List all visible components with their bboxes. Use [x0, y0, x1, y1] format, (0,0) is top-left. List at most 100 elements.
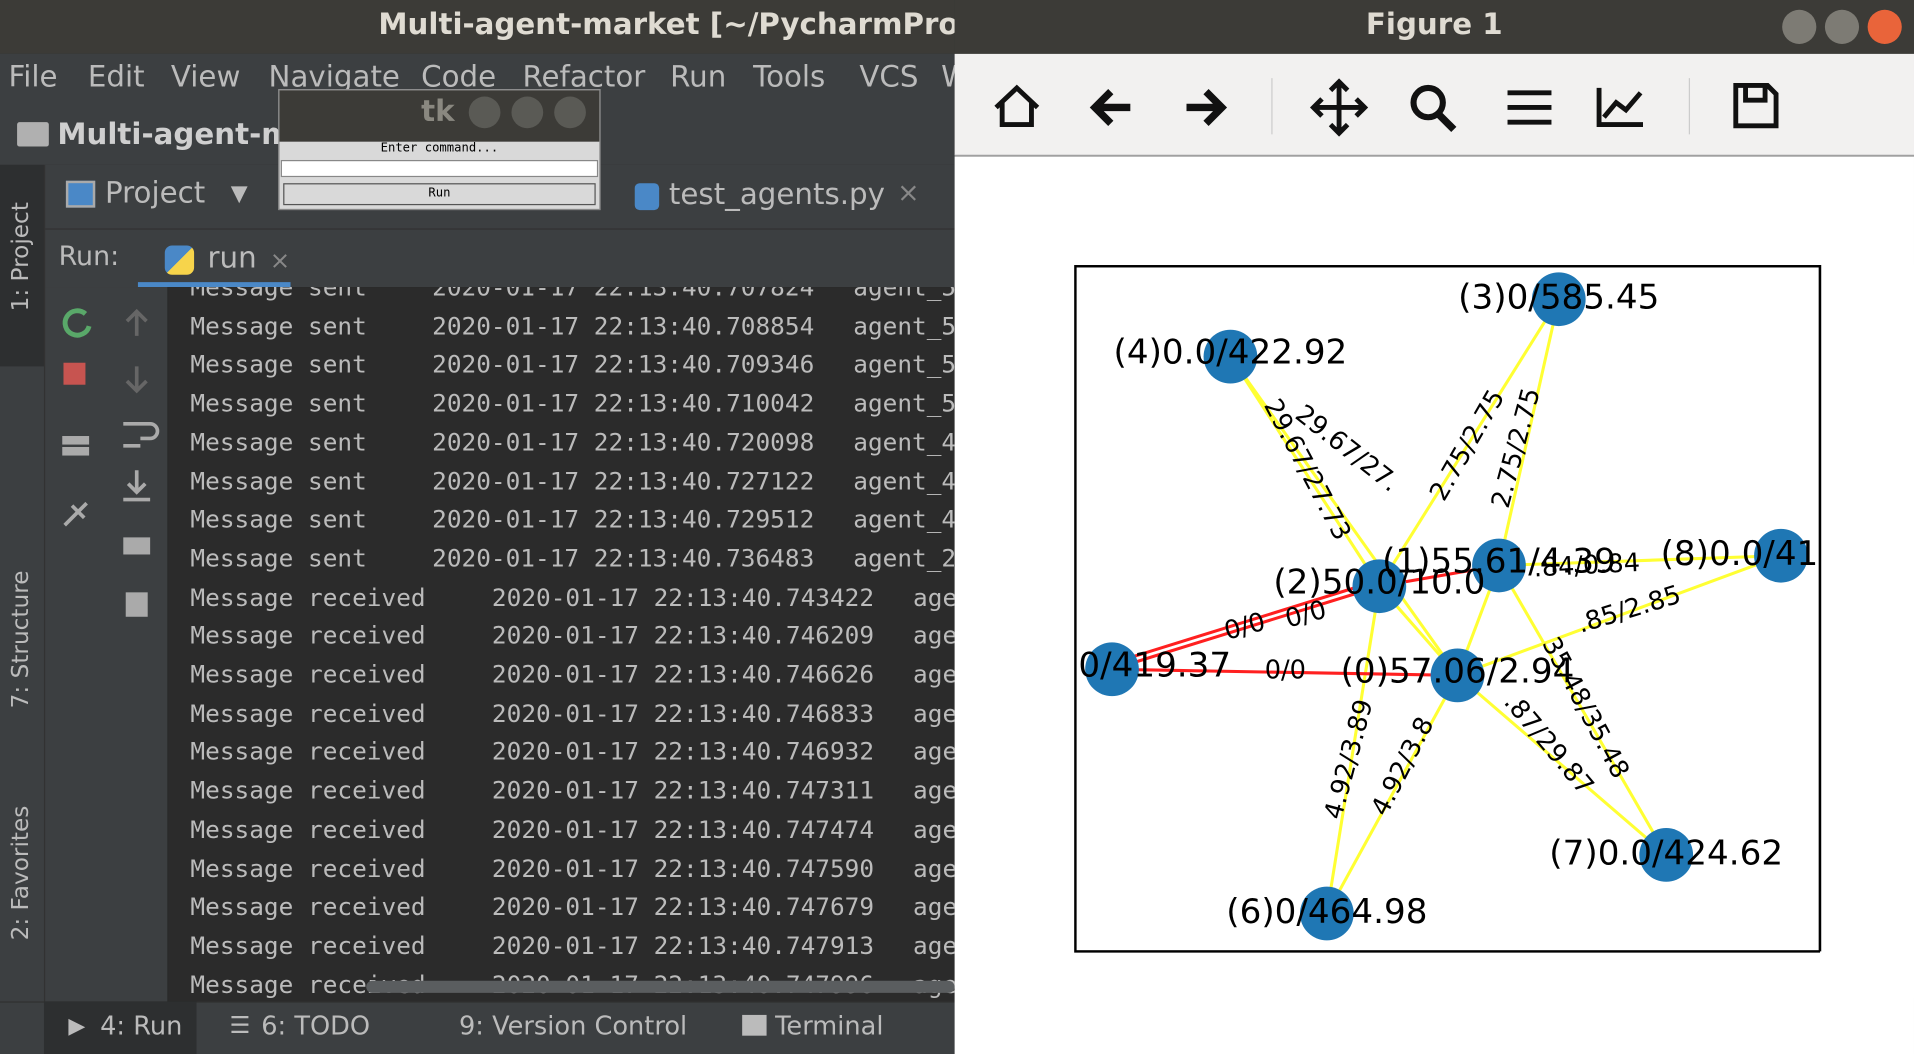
log-cell: agent_5 [853, 388, 955, 418]
menu-item[interactable]: VCS [859, 59, 919, 95]
log-cell: agent_4 [853, 465, 955, 496]
log-cell: Message received [190, 853, 426, 883]
side-tab[interactable]: 2: Favorites [7, 805, 35, 941]
log-cell: Message received [190, 775, 426, 805]
node-label: (6)0/464.98 [1226, 892, 1427, 932]
menu-item[interactable]: File [8, 59, 58, 95]
todo-icon: ☰ [229, 1012, 251, 1040]
scrollbar[interactable] [366, 980, 955, 993]
pin[interactable] [63, 501, 88, 527]
tk-entry[interactable] [280, 159, 599, 178]
node-label: (2)50.0/10.0 [1273, 562, 1485, 602]
log-cell: Message sent [190, 427, 367, 457]
rerun[interactable] [62, 308, 92, 338]
scroll-end[interactable] [123, 470, 151, 502]
nodes [1085, 272, 1808, 941]
forward[interactable] [1186, 89, 1228, 126]
log-cell: age [913, 930, 955, 960]
bottom-tab[interactable]: 4: Run [100, 1011, 183, 1041]
console: Message sent 2020-01-17 22:13:40.707824 ag… [168, 287, 955, 1002]
log-cell: agent_5 [853, 349, 955, 380]
edge-label: 0/0 [1265, 656, 1306, 686]
bottom-tab[interactable]: Terminal [775, 1011, 884, 1041]
node-label: (4)0.0/422.92 [1114, 333, 1348, 373]
print[interactable] [123, 537, 151, 555]
log-cell: 2020-01-17 22:13:40.746626 [491, 659, 875, 689]
log-cell: Message sent [190, 349, 367, 380]
log-cell: agent_4 [853, 427, 955, 457]
stop[interactable] [63, 362, 86, 385]
log-cell: 2020-01-17 22:13:40.746932 [491, 736, 875, 767]
menu-item[interactable]: View [170, 59, 241, 95]
log-cell: Message received [190, 814, 426, 844]
side-tab[interactable]: 7: Structure [7, 570, 35, 709]
bottom-tab[interactable]: 9: Version Control [458, 1011, 688, 1041]
minimize[interactable] [468, 96, 501, 129]
home[interactable] [994, 84, 1040, 128]
log-cell: age [913, 736, 955, 767]
run-tab[interactable]: run [207, 240, 257, 275]
ide-title: Multi-agent-market [~/PycharmProjec [378, 7, 1006, 42]
log-cell: 2020-01-17 22:13:40.708854 [432, 311, 815, 341]
log-cell: Message sent [190, 543, 367, 573]
node-label: (3)0/585.45 [1458, 278, 1659, 318]
close-tab[interactable]: × [897, 178, 920, 209]
log-cell: Message sent [190, 465, 367, 496]
node-label: 0/419.37 [1078, 645, 1231, 685]
run-tab-underline [137, 282, 291, 288]
log-cell: 2020-01-17 22:13:40.747913 [491, 930, 875, 960]
node-label: (7)0.0/424.62 [1549, 833, 1783, 873]
close[interactable] [1867, 9, 1902, 44]
log-cell: 2020-01-17 22:13:40.746833 [491, 698, 875, 728]
bottom-active [43, 1001, 197, 1054]
bottom-tab[interactable]: 6: TODO [261, 1011, 371, 1041]
log-cell: agent_4 [853, 504, 955, 534]
log-cell: age [913, 853, 955, 883]
configure[interactable] [1507, 90, 1552, 125]
side-tab[interactable]: 1: Project [7, 202, 35, 312]
log-cell: age [913, 582, 955, 612]
clear[interactable] [125, 592, 148, 617]
minimize[interactable] [1782, 9, 1817, 44]
menu-item[interactable]: Code [421, 59, 497, 95]
folder-icon [17, 122, 49, 147]
menu-item[interactable]: Run [670, 59, 727, 95]
breadcrumb[interactable]: Multi-agent-m [57, 117, 292, 152]
log-cell: agent_5 [853, 287, 955, 302]
wrap[interactable] [123, 421, 160, 448]
edit-axis[interactable] [1596, 87, 1644, 128]
project-tab[interactable]: Project [104, 175, 206, 211]
log-cell: 2020-01-17 22:13:40.746209 [491, 620, 875, 651]
back[interactable] [1089, 89, 1131, 126]
close[interactable] [554, 96, 586, 129]
run-tools [62, 308, 160, 617]
log-cell: 2020-01-17 22:13:40.736483 [432, 543, 815, 573]
tk-label: Enter command... [380, 141, 499, 156]
editor-tab[interactable]: test_agents.py [668, 177, 885, 212]
layout[interactable] [62, 436, 90, 445]
dropdown-arrow[interactable]: ▼ [230, 180, 248, 207]
scroll[interactable] [125, 308, 148, 394]
log-cell: 2020-01-17 22:13:40.709346 [432, 349, 815, 380]
log-cell: 2020-01-17 22:13:40.743422 [491, 582, 875, 612]
save[interactable] [1733, 83, 1779, 129]
pan[interactable] [1309, 78, 1369, 137]
log-cell: Message sent [190, 311, 367, 341]
tk-button[interactable]: Run [283, 183, 596, 206]
run-header [45, 229, 955, 288]
zoom[interactable] [1410, 84, 1446, 121]
close-tab[interactable]: × [269, 245, 291, 275]
menu-item[interactable]: Edit [87, 59, 145, 95]
log-cell: Message sent [190, 388, 367, 418]
log-cell: Message received [190, 736, 426, 767]
menu-item[interactable]: Navigate [268, 59, 400, 95]
log-cell: 2020-01-17 22:13:40.747474 [491, 814, 875, 844]
log-cell: 2020-01-17 22:13:40.707824 [432, 287, 815, 302]
maximize[interactable] [511, 96, 544, 129]
menu-item[interactable]: Refactor [522, 59, 646, 95]
menu-item[interactable]: Tools [753, 59, 826, 95]
log-cell: Message received [190, 891, 426, 922]
log-cell: Message sent [190, 287, 367, 302]
maximize[interactable] [1824, 9, 1860, 44]
log-cell: 2020-01-17 22:13:40.720098 [432, 427, 815, 457]
